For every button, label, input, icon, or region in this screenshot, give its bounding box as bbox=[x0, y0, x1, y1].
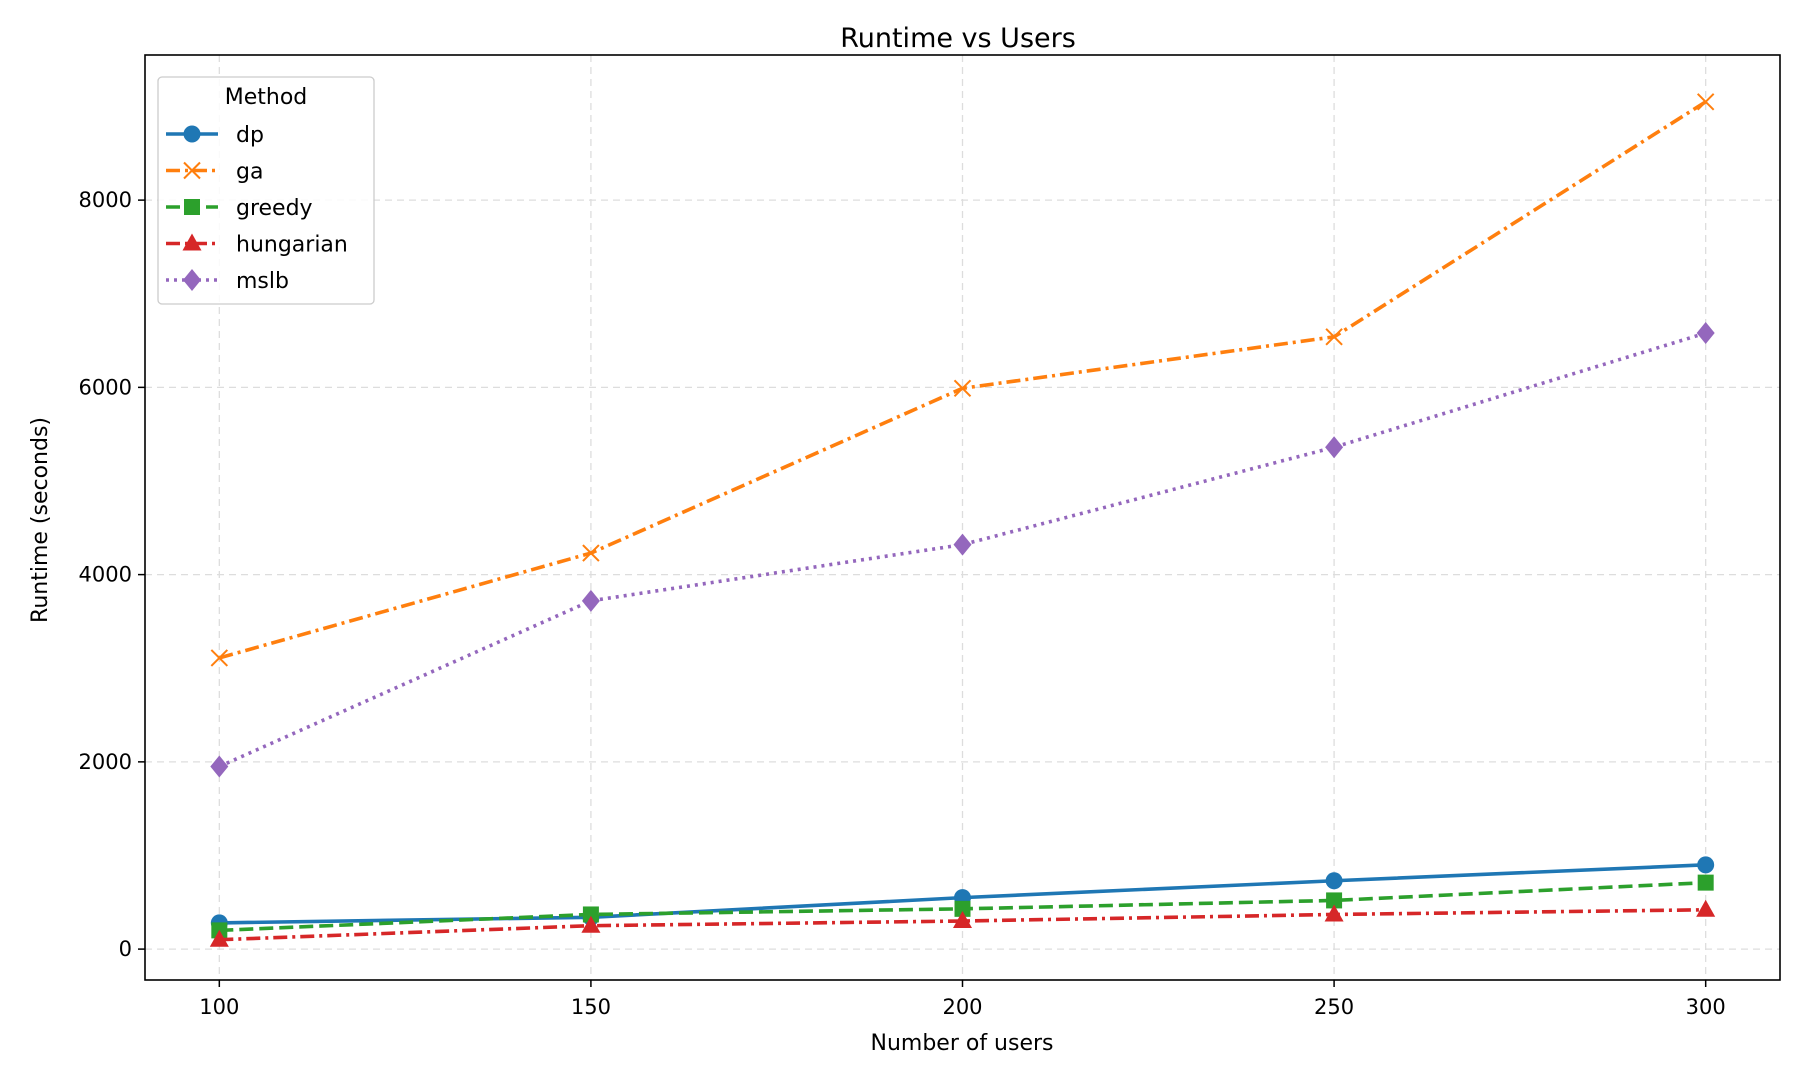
legend-marker-ga bbox=[183, 161, 201, 180]
series-hungarian bbox=[209, 899, 1716, 947]
data-point-greedy bbox=[954, 900, 971, 917]
x-tick-label: 250 bbox=[1314, 995, 1354, 1019]
x-tick-label: 150 bbox=[571, 995, 611, 1019]
series-greedy bbox=[211, 874, 1714, 939]
data-point-hungarian bbox=[1696, 899, 1716, 917]
series-layer bbox=[209, 93, 1716, 947]
chart-title: Runtime vs Users bbox=[840, 23, 1076, 54]
legend: Method dp ga greedy hungarian mslb bbox=[157, 76, 375, 305]
x-tick-label: 300 bbox=[1686, 995, 1726, 1019]
legend-marker-dp bbox=[183, 125, 201, 143]
data-point-ga bbox=[210, 649, 229, 667]
y-tick-label: 2000 bbox=[79, 750, 132, 774]
data-point-ga bbox=[1696, 93, 1715, 111]
data-point-ga bbox=[953, 379, 972, 398]
data-point-hungarian bbox=[581, 915, 601, 933]
y-tick-label: 8000 bbox=[79, 188, 132, 212]
data-point-hungarian bbox=[209, 929, 229, 947]
data-point-greedy bbox=[582, 906, 599, 923]
legend-label: greedy bbox=[236, 196, 313, 221]
legend-item-hungarian: hungarian bbox=[166, 233, 348, 258]
legend-label: mslb bbox=[236, 269, 289, 294]
legend-item-mslb: mslb bbox=[166, 269, 289, 294]
data-point-mslb bbox=[581, 589, 600, 612]
x-tick-label: 100 bbox=[199, 995, 239, 1019]
legend-marker-mslb bbox=[183, 269, 201, 291]
data-point-dp bbox=[1697, 856, 1715, 874]
y-tick-label: 4000 bbox=[79, 563, 132, 587]
x-tick-label: 200 bbox=[942, 995, 982, 1019]
grid bbox=[145, 55, 1780, 980]
y-tick-label: 0 bbox=[119, 937, 132, 961]
legend-label: hungarian bbox=[236, 233, 348, 258]
series-ga bbox=[210, 93, 1715, 667]
data-point-greedy bbox=[1697, 874, 1714, 891]
legend-label: dp bbox=[236, 123, 264, 148]
series-line-mslb bbox=[218, 331, 1707, 769]
data-point-mslb bbox=[953, 533, 972, 556]
data-point-hungarian bbox=[1324, 904, 1344, 922]
legend-label: ga bbox=[236, 160, 263, 185]
data-point-dp bbox=[1325, 872, 1343, 890]
data-point-ga bbox=[582, 544, 600, 562]
legend-item-greedy: greedy bbox=[166, 196, 313, 221]
data-point-greedy bbox=[1326, 892, 1343, 909]
series-mslb bbox=[210, 322, 1715, 778]
legend-marker-hungarian bbox=[182, 233, 202, 251]
legend-title: Method bbox=[225, 85, 308, 110]
y-axis: 0 2000 4000 6000 8000 bbox=[79, 188, 145, 961]
legend-item-ga: ga bbox=[166, 160, 263, 185]
data-point-hungarian bbox=[953, 911, 972, 929]
y-tick-label: 6000 bbox=[79, 375, 132, 399]
data-point-mslb bbox=[1325, 436, 1344, 459]
legend-marker-greedy bbox=[184, 199, 200, 215]
data-point-mslb bbox=[210, 755, 229, 778]
legend-item-dp: dp bbox=[166, 123, 264, 148]
y-axis-label: Runtime (seconds) bbox=[28, 417, 53, 623]
series-line-hungarian bbox=[219, 907, 1706, 942]
x-axis: 100 150 200 250 300 bbox=[199, 980, 1726, 1019]
data-point-mslb bbox=[1696, 322, 1715, 345]
x-axis-label: Number of users bbox=[870, 1031, 1053, 1056]
data-point-ga bbox=[1325, 328, 1343, 346]
